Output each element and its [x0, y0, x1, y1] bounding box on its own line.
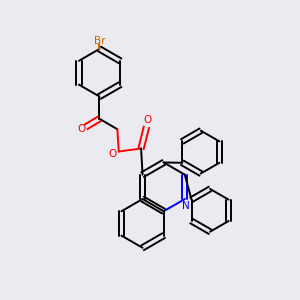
Text: O: O	[143, 115, 151, 125]
Text: O: O	[77, 124, 86, 134]
Text: O: O	[109, 149, 117, 159]
Text: N: N	[182, 201, 190, 211]
Text: Br: Br	[94, 36, 105, 46]
